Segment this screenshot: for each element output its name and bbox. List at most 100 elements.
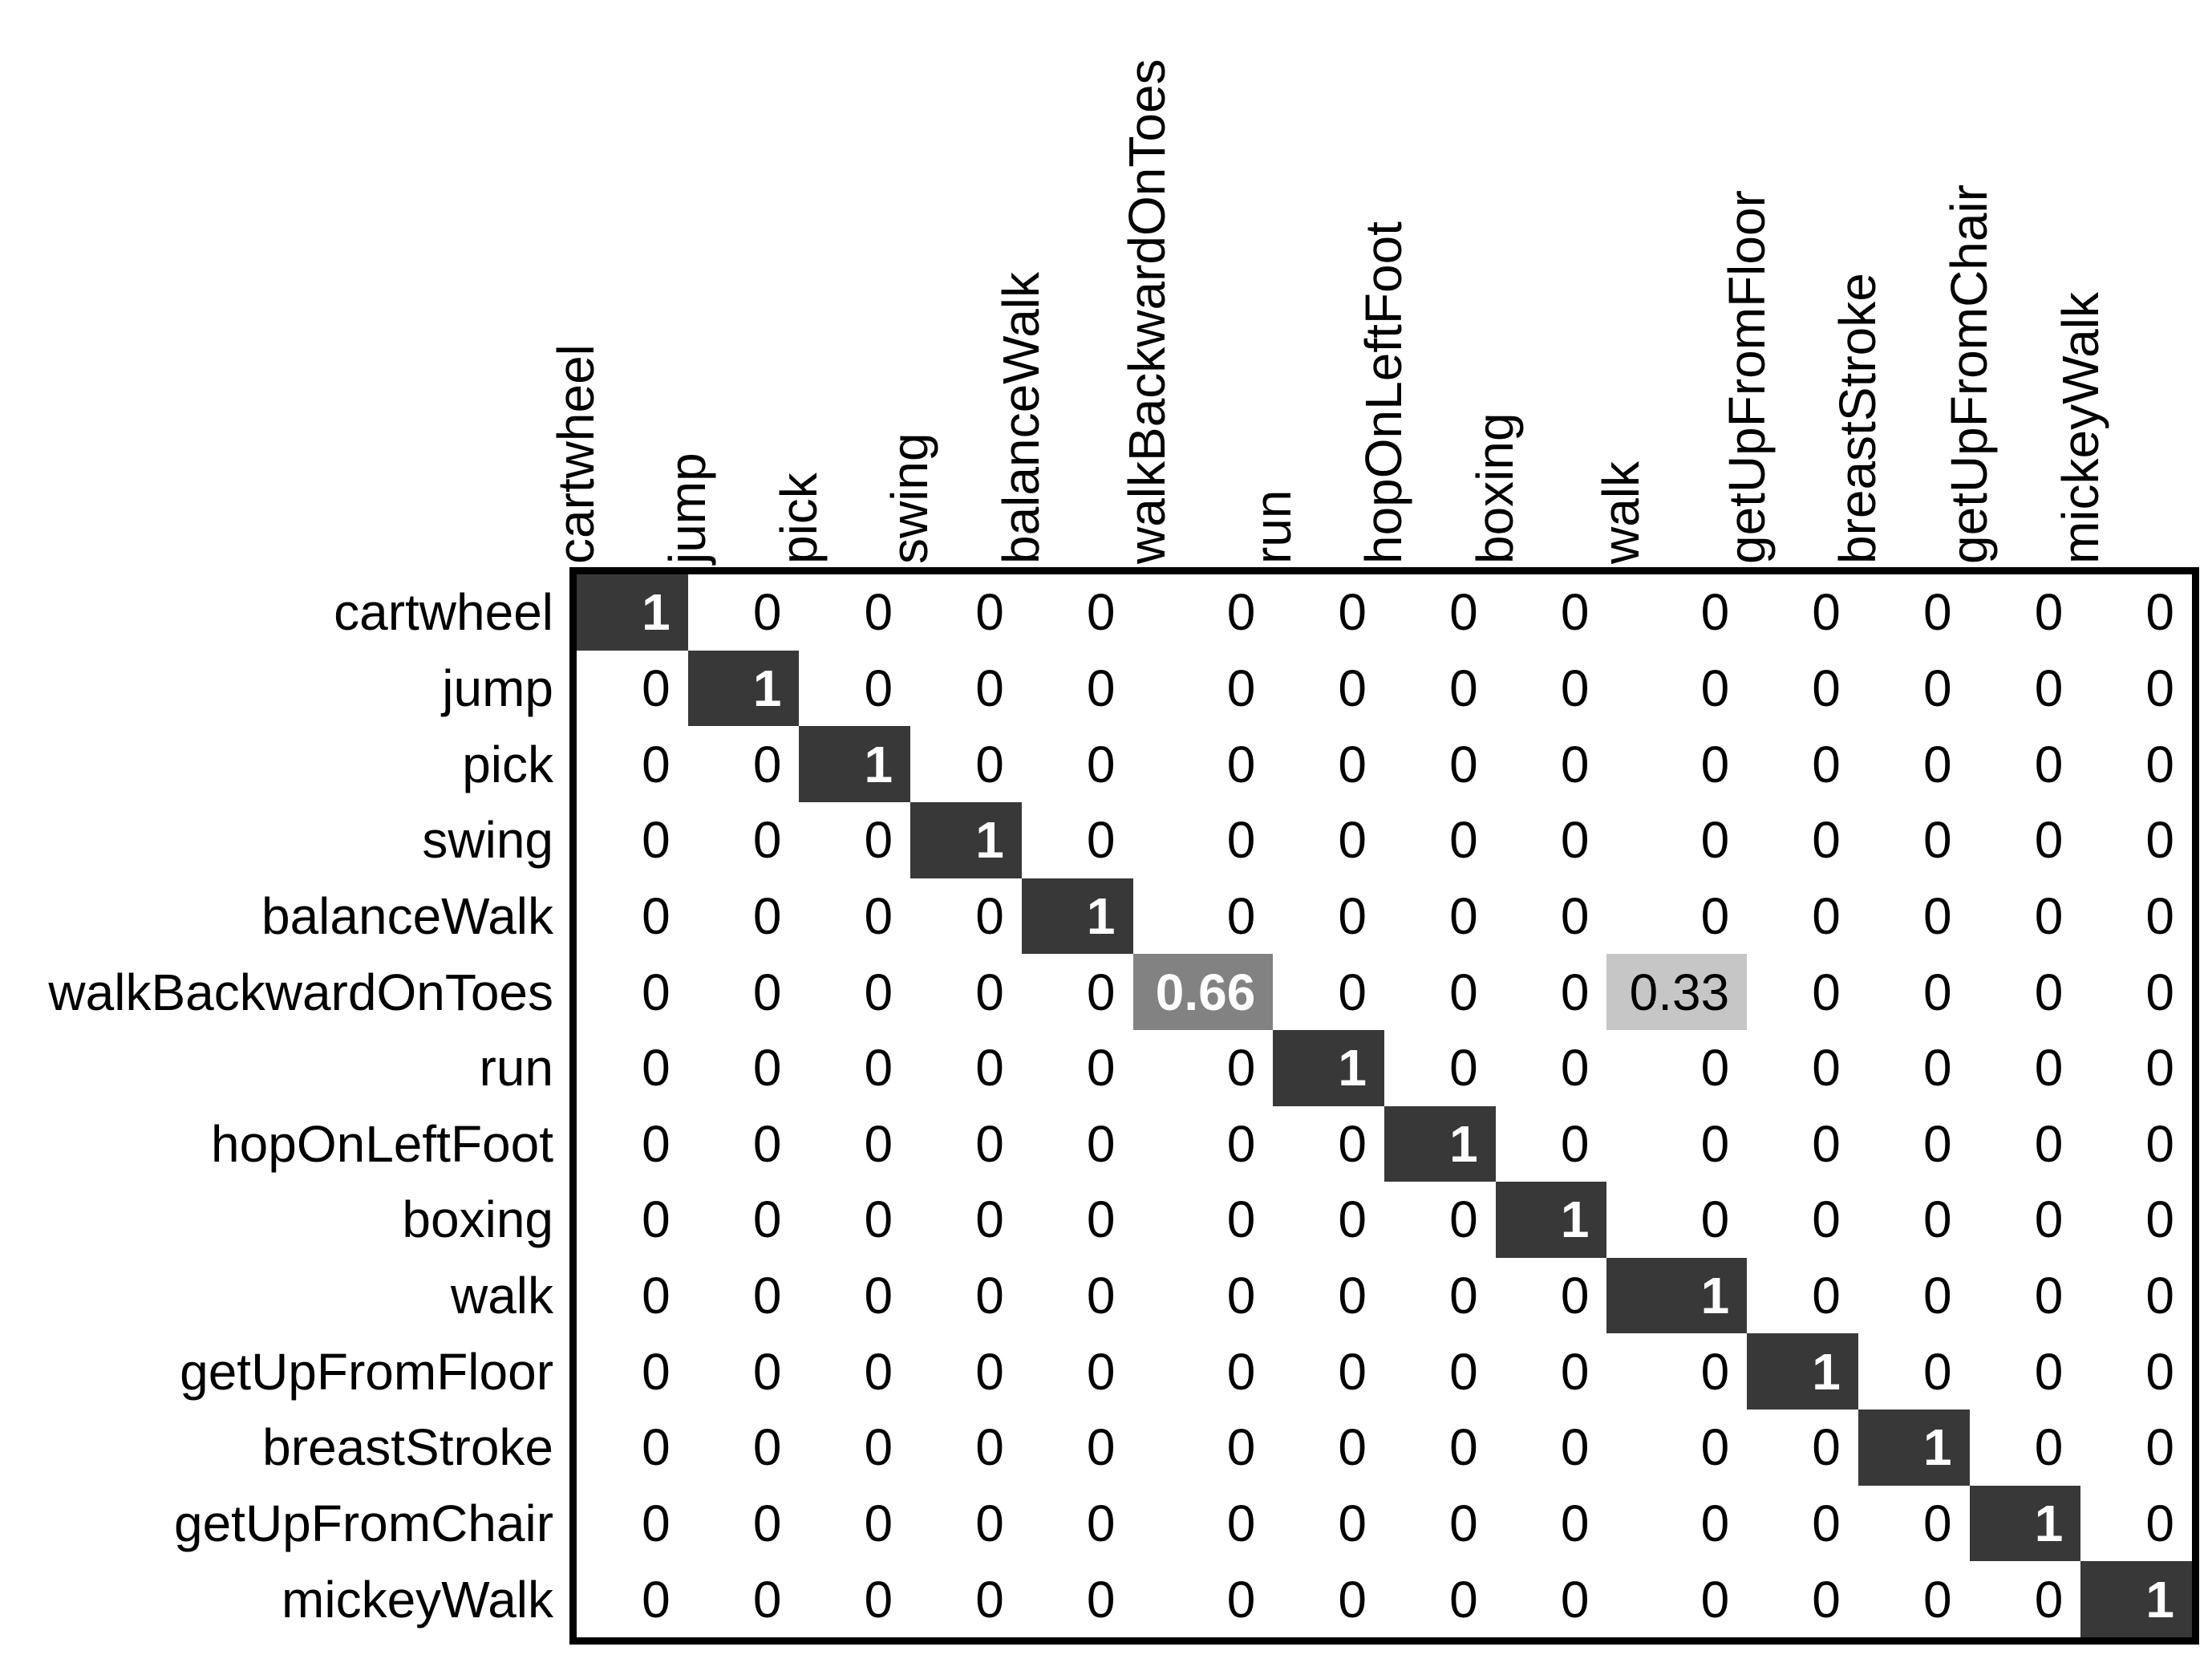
matrix-cell-pick-walk: 0: [1606, 726, 1748, 802]
matrix-cell-walkBackwardOnToes-run: 0: [1273, 954, 1384, 1030]
matrix-cell-swing-mickeyWalk: 0: [2080, 801, 2192, 878]
matrix-cell-run-balanceWalk: 0: [1021, 1029, 1133, 1106]
matrix-cell-cartwheel-walkBackwardOnToes: 0: [1132, 574, 1274, 651]
matrix-cell-swing-walkBackwardOnToes: 0: [1132, 801, 1274, 878]
matrix-cell-getUpFromFloor-breastStroke: 0: [1858, 1333, 1970, 1410]
matrix-cell-jump-breastStroke: 0: [1858, 650, 1970, 727]
row-label-swing: swing: [422, 811, 553, 870]
matrix-cell-cartwheel-cartwheel: 1: [577, 574, 688, 651]
matrix-cell-mickeyWalk-boxing: 0: [1495, 1561, 1607, 1637]
col-label-walkBackwardOnToes: walkBackwardOnToes: [1117, 59, 1176, 564]
matrix-cell-jump-getUpFromFloor: 0: [1747, 650, 1858, 727]
matrix-cell-pick-mickeyWalk: 0: [2080, 726, 2192, 802]
matrix-cell-mickeyWalk-swing: 0: [910, 1561, 1022, 1637]
matrix-cell-jump-swing: 0: [910, 650, 1022, 727]
matrix-cell-swing-hopOnLeftFoot: 0: [1384, 801, 1496, 878]
matrix-cell-pick-getUpFromChair: 0: [1969, 726, 2081, 802]
matrix-cell-boxing-hopOnLeftFoot: 0: [1384, 1182, 1496, 1258]
row-label-cartwheel: cartwheel: [334, 583, 553, 642]
matrix-cell-boxing-getUpFromChair: 0: [1969, 1182, 2081, 1258]
matrix-cell-hopOnLeftFoot-balanceWalk: 0: [1021, 1105, 1133, 1182]
matrix-cell-boxing-mickeyWalk: 0: [2080, 1182, 2192, 1258]
matrix-cell-walk-swing: 0: [910, 1257, 1022, 1334]
matrix-cell-breastStroke-balanceWalk: 0: [1021, 1409, 1133, 1486]
matrix-cell-hopOnLeftFoot-boxing: 0: [1495, 1105, 1607, 1182]
matrix-cell-boxing-cartwheel: 0: [577, 1182, 688, 1258]
matrix-cell-getUpFromChair-cartwheel: 0: [577, 1485, 688, 1562]
matrix-cell-walk-run: 0: [1273, 1257, 1384, 1334]
matrix-cell-getUpFromFloor-getUpFromChair: 0: [1969, 1333, 2081, 1410]
matrix-cell-hopOnLeftFoot-hopOnLeftFoot: 1: [1384, 1105, 1496, 1182]
matrix-cell-balanceWalk-jump: 0: [687, 878, 800, 955]
matrix-cell-mickeyWalk-mickeyWalk: 1: [2080, 1561, 2192, 1637]
matrix-cell-hopOnLeftFoot-run: 0: [1273, 1105, 1384, 1182]
matrix-cell-run-getUpFromChair: 0: [1969, 1029, 2081, 1106]
matrix-cell-breastStroke-mickeyWalk: 0: [2080, 1409, 2192, 1486]
matrix-cell-hopOnLeftFoot-walkBackwardOnToes: 0: [1132, 1105, 1274, 1182]
matrix-cell-swing-breastStroke: 0: [1858, 801, 1970, 878]
matrix-cell-mickeyWalk-walkBackwardOnToes: 0: [1132, 1561, 1274, 1637]
matrix-cell-walk-breastStroke: 0: [1858, 1257, 1970, 1334]
matrix-cell-mickeyWalk-hopOnLeftFoot: 0: [1384, 1561, 1496, 1637]
row-label-walkBackwardOnToes: walkBackwardOnToes: [48, 963, 553, 1021]
matrix-cell-hopOnLeftFoot-mickeyWalk: 0: [2080, 1105, 2192, 1182]
matrix-cell-breastStroke-getUpFromChair: 0: [1969, 1409, 2081, 1486]
matrix-cell-breastStroke-run: 0: [1273, 1409, 1384, 1486]
matrix-cell-pick-balanceWalk: 0: [1021, 726, 1133, 802]
matrix-cell-run-swing: 0: [910, 1029, 1022, 1106]
row-label-mickeyWalk: mickeyWalk: [282, 1570, 553, 1629]
matrix-cell-swing-cartwheel: 0: [577, 801, 688, 878]
matrix-cell-getUpFromFloor-run: 0: [1273, 1333, 1384, 1410]
matrix-cell-walkBackwardOnToes-getUpFromChair: 0: [1969, 954, 2081, 1030]
col-label-cartwheel: cartwheel: [547, 344, 606, 564]
matrix-cell-balanceWalk-mickeyWalk: 0: [2080, 878, 2192, 955]
matrix-cell-jump-walkBackwardOnToes: 0: [1132, 650, 1274, 727]
matrix-cell-hopOnLeftFoot-swing: 0: [910, 1105, 1022, 1182]
matrix-cell-walk-hopOnLeftFoot: 0: [1384, 1257, 1496, 1334]
matrix-cell-getUpFromFloor-mickeyWalk: 0: [2080, 1333, 2192, 1410]
matrix-cell-pick-getUpFromFloor: 0: [1747, 726, 1858, 802]
matrix-cell-breastStroke-swing: 0: [910, 1409, 1022, 1486]
matrix-cell-getUpFromChair-swing: 0: [910, 1485, 1022, 1562]
matrix-cell-boxing-pick: 0: [799, 1182, 911, 1258]
matrix-cell-pick-walkBackwardOnToes: 0: [1132, 726, 1274, 802]
matrix-cell-walkBackwardOnToes-getUpFromFloor: 0: [1747, 954, 1858, 1030]
matrix-cell-walk-walkBackwardOnToes: 0: [1132, 1257, 1274, 1334]
matrix-cell-swing-balanceWalk: 0: [1021, 801, 1133, 878]
matrix-cell-balanceWalk-walkBackwardOnToes: 0: [1132, 878, 1274, 955]
matrix-cell-pick-hopOnLeftFoot: 0: [1384, 726, 1496, 802]
matrix-cell-balanceWalk-cartwheel: 0: [577, 878, 688, 955]
row-label-run: run: [479, 1039, 554, 1097]
matrix-cell-swing-pick: 0: [799, 801, 911, 878]
matrix-cell-balanceWalk-walk: 0: [1606, 878, 1748, 955]
matrix-cell-run-boxing: 0: [1495, 1029, 1607, 1106]
matrix-cell-walkBackwardOnToes-swing: 0: [910, 954, 1022, 1030]
matrix-cell-boxing-boxing: 1: [1495, 1182, 1607, 1258]
matrix-cell-getUpFromChair-pick: 0: [799, 1485, 911, 1562]
matrix-cell-getUpFromChair-walkBackwardOnToes: 0: [1132, 1485, 1274, 1562]
matrix-cell-getUpFromFloor-boxing: 0: [1495, 1333, 1607, 1410]
matrix-cell-walkBackwardOnToes-balanceWalk: 0: [1021, 954, 1133, 1030]
matrix-cell-cartwheel-swing: 0: [910, 574, 1022, 651]
matrix-cell-boxing-getUpFromFloor: 0: [1747, 1182, 1858, 1258]
matrix-cell-hopOnLeftFoot-getUpFromFloor: 0: [1747, 1105, 1858, 1182]
matrix-cell-walkBackwardOnToes-jump: 0: [687, 954, 800, 1030]
matrix-cell-getUpFromChair-mickeyWalk: 0: [2080, 1485, 2192, 1562]
matrix-cell-walkBackwardOnToes-boxing: 0: [1495, 954, 1607, 1030]
matrix-cell-cartwheel-pick: 0: [799, 574, 911, 651]
matrix-cell-mickeyWalk-getUpFromFloor: 0: [1747, 1561, 1858, 1637]
matrix-cell-walkBackwardOnToes-walkBackwardOnToes: 0.66: [1132, 954, 1274, 1030]
matrix-cell-balanceWalk-getUpFromFloor: 0: [1747, 878, 1858, 955]
matrix-cell-run-breastStroke: 0: [1858, 1029, 1970, 1106]
matrix-cell-pick-cartwheel: 0: [577, 726, 688, 802]
matrix-cell-cartwheel-jump: 0: [687, 574, 800, 651]
matrix-cell-hopOnLeftFoot-breastStroke: 0: [1858, 1105, 1970, 1182]
row-label-hopOnLeftFoot: hopOnLeftFoot: [211, 1114, 553, 1173]
matrix-cell-walkBackwardOnToes-pick: 0: [799, 954, 911, 1030]
matrix-cell-mickeyWalk-walk: 0: [1606, 1561, 1748, 1637]
col-label-getUpFromFloor: getUpFromFloor: [1717, 190, 1776, 564]
col-label-breastStroke: breastStroke: [1829, 273, 1887, 564]
col-label-run: run: [1243, 489, 1302, 565]
matrix-cell-jump-balanceWalk: 0: [1021, 650, 1133, 727]
